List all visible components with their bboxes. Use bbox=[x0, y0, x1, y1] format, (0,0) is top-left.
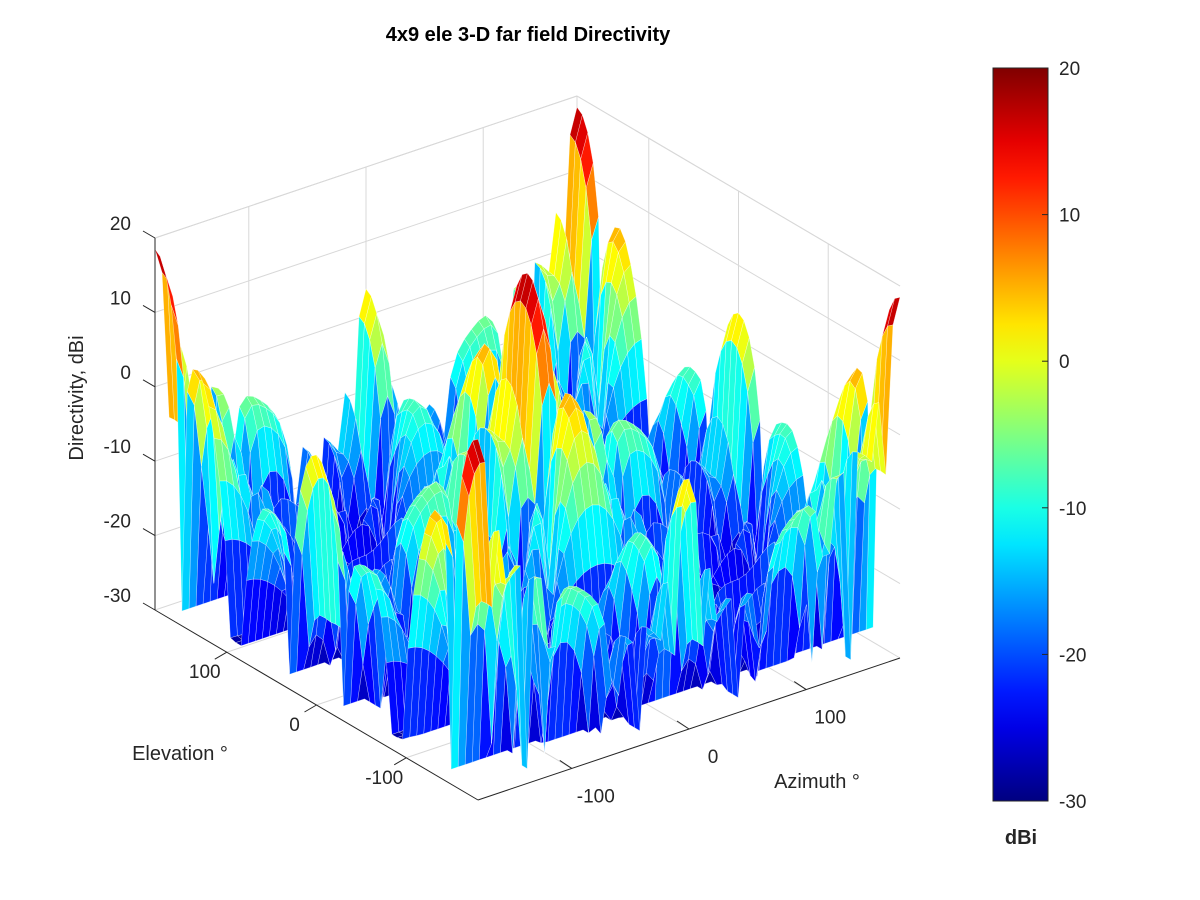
x-axis-label: Azimuth ° bbox=[774, 771, 860, 793]
y-axis-label: Elevation ° bbox=[132, 743, 228, 765]
y-tick-label: 0 bbox=[289, 715, 300, 736]
y-tick-label: -100 bbox=[365, 768, 403, 789]
x-tick-label: 100 bbox=[814, 708, 846, 729]
colorbar-label: dBi bbox=[1005, 827, 1037, 849]
z-tick-mark bbox=[142, 379, 156, 388]
z-tick-mark bbox=[142, 453, 156, 462]
z-tick-mark bbox=[142, 528, 156, 537]
surface-patch bbox=[154, 249, 168, 280]
y-tick-mark bbox=[304, 704, 317, 713]
colorbar-tick-label: 20 bbox=[1059, 59, 1080, 80]
surface-patch bbox=[472, 438, 486, 464]
colorbar-tick-label: -10 bbox=[1059, 499, 1086, 520]
grid-line bbox=[576, 95, 901, 287]
surface-plot bbox=[154, 106, 901, 770]
colorbar-tick-label: 0 bbox=[1059, 352, 1070, 373]
colorbar-tick-label: 10 bbox=[1059, 206, 1080, 227]
z-tick-mark bbox=[142, 230, 156, 239]
z-tick-label: 20 bbox=[110, 214, 131, 235]
z-tick-label: -20 bbox=[104, 512, 131, 533]
z-tick-mark bbox=[142, 602, 156, 611]
colorbar-gradient bbox=[992, 67, 1049, 802]
grid-line bbox=[154, 95, 578, 239]
x-tick-mark bbox=[793, 681, 807, 690]
z-tick-label: 10 bbox=[110, 288, 131, 309]
x-tick-label: 0 bbox=[708, 747, 719, 768]
x-tick-mark bbox=[559, 760, 573, 769]
x-tick-label: -100 bbox=[577, 786, 615, 807]
colorbar-tick-label: -20 bbox=[1059, 645, 1086, 666]
z-tick-label: -10 bbox=[104, 437, 131, 458]
colorbar: 20 10 0 -10 -20 -30 bbox=[992, 59, 1086, 813]
chart-title: 4x9 ele 3-D far field Directivity bbox=[386, 24, 671, 46]
colorbar-tick-label: -30 bbox=[1059, 792, 1086, 813]
z-tick-label: 0 bbox=[120, 363, 131, 384]
y-tick-mark bbox=[214, 651, 228, 660]
z-tick-label: -30 bbox=[104, 586, 131, 607]
y-tick-label: 100 bbox=[189, 662, 221, 683]
x-tick-mark bbox=[676, 720, 690, 730]
z-axis-label: Directivity, dBi bbox=[66, 335, 88, 460]
z-tick-mark bbox=[142, 304, 156, 313]
y-tick-mark bbox=[393, 757, 407, 766]
